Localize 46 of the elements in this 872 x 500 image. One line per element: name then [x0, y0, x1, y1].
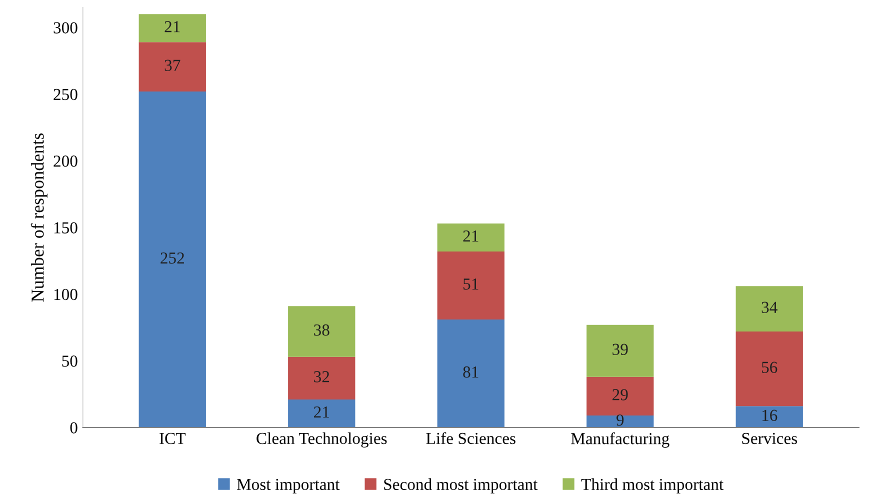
bar	[288, 306, 356, 357]
data-label: 29	[612, 389, 628, 400]
bar	[138, 42, 206, 92]
data-label: 32	[314, 371, 330, 382]
data-label: 38	[314, 324, 330, 336]
data-label: 37	[164, 60, 180, 72]
bar	[288, 356, 356, 400]
legend-label: Second most important	[384, 478, 538, 494]
x-tick-label: ICT	[160, 432, 186, 444]
data-label: 21	[314, 406, 329, 418]
y-tick-label: 50	[62, 356, 78, 367]
y-tick-label: 150	[54, 222, 78, 234]
data-label: 21	[463, 230, 478, 242]
data-label: 34	[762, 302, 778, 314]
bar	[736, 406, 803, 428]
legend-label: Most important	[236, 478, 340, 494]
data-label: 81	[463, 366, 478, 378]
bar	[586, 324, 654, 377]
y-tick-label: 100	[54, 288, 78, 300]
y-axis-title: Number of respondents	[30, 133, 48, 302]
data-label: 21	[164, 21, 180, 32]
data-label: 16	[762, 410, 778, 422]
bar	[586, 416, 654, 428]
x-tick-label: Clean Technologies	[256, 432, 387, 448]
x-tick-label: Services	[742, 432, 797, 444]
data-label: 51	[464, 278, 478, 290]
bar	[736, 332, 803, 406]
bar	[138, 14, 206, 42]
data-label: 39	[612, 344, 628, 356]
data-label: 252	[160, 252, 184, 264]
bar	[138, 92, 206, 428]
y-tick-label: 250	[54, 88, 78, 100]
y-tick-label: 0	[70, 422, 78, 434]
bar	[437, 224, 504, 252]
bar	[437, 320, 504, 428]
bar	[288, 400, 356, 428]
x-tick-label: Life Sciences	[426, 432, 516, 444]
y-tick-label: 200	[54, 156, 78, 167]
x-tick-label: Manufacturing	[571, 432, 670, 448]
data-label: 9	[616, 414, 624, 426]
data-label: 56	[762, 362, 778, 374]
legend-label: Third most important	[581, 478, 724, 494]
bar	[736, 286, 803, 332]
bar	[437, 252, 504, 320]
y-tick-label: 300	[54, 22, 78, 34]
bar	[586, 376, 654, 416]
